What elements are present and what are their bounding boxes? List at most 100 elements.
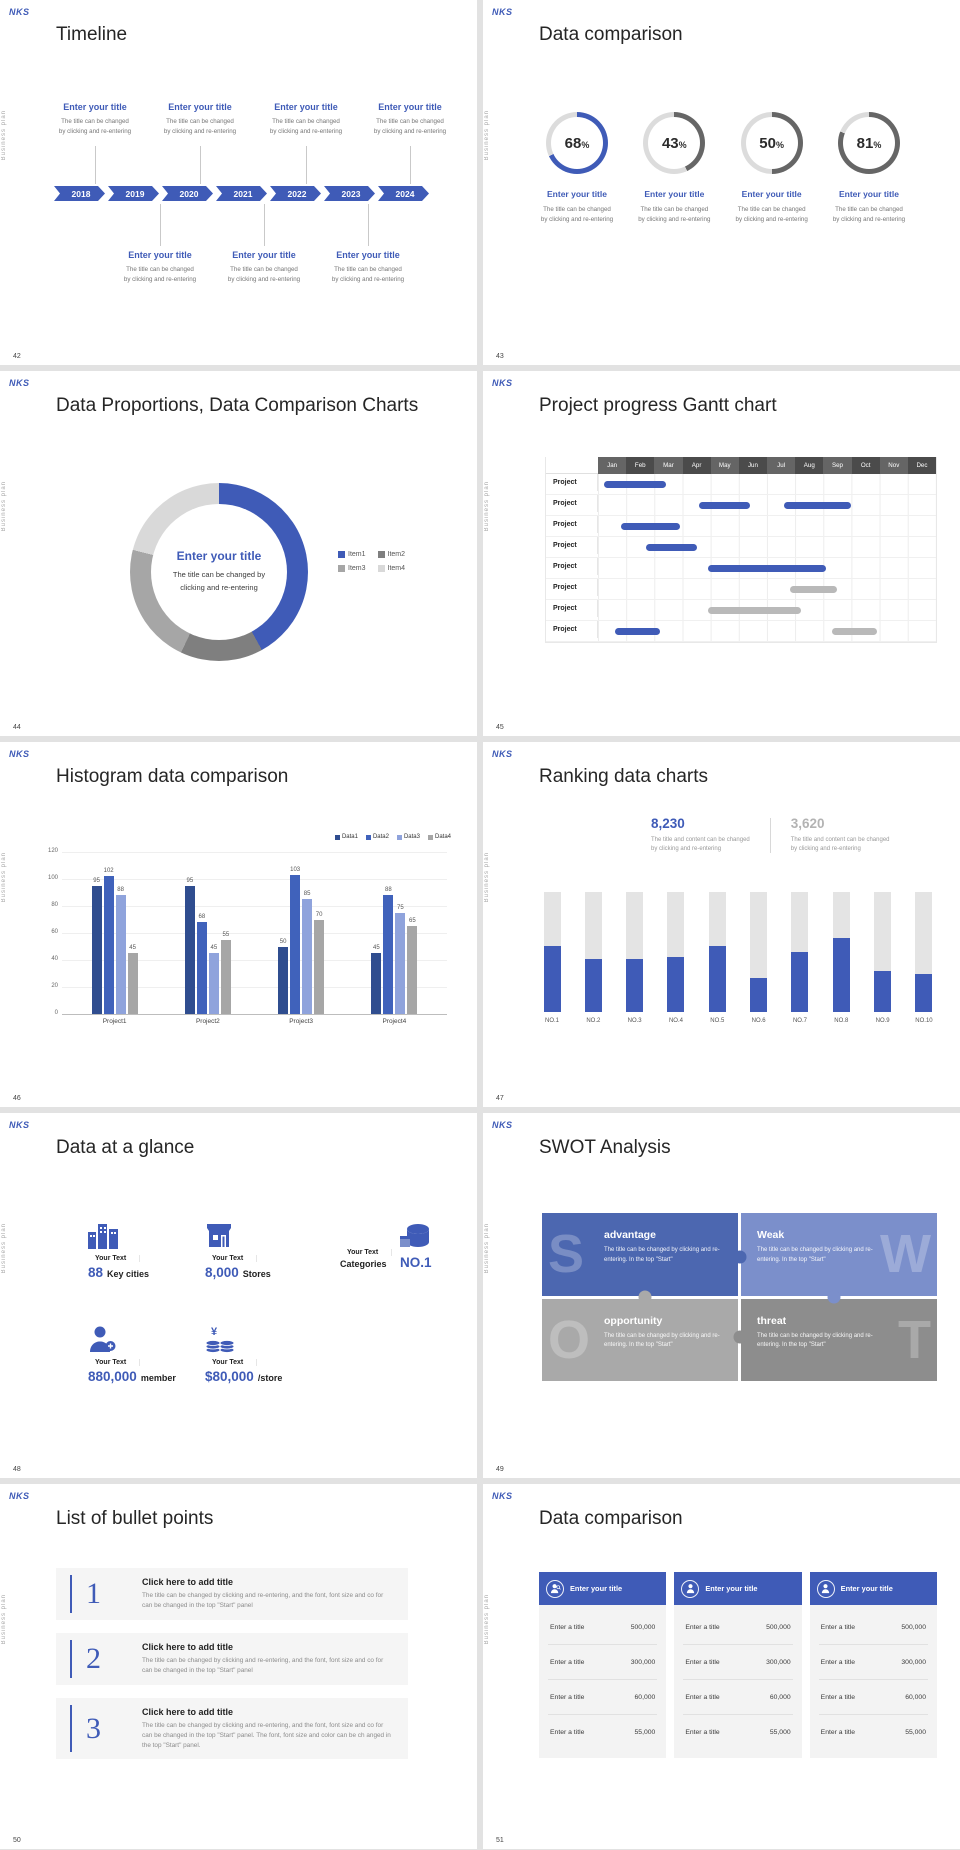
slide-number: 47: [496, 1095, 504, 1102]
side-label: Business plan: [484, 1223, 490, 1274]
ranking-bars: NO.1 NO.2 NO.3 NO.4 NO.5 NO.6 NO.7 NO.8 NO.9 NO.1…: [539, 892, 937, 1024]
rank-column: NO.3: [622, 892, 648, 1024]
card-body: Enter a title 500,000 Enter a title 300,000…: [810, 1605, 937, 1758]
connector-line: [160, 204, 161, 246]
page-title: SWOT Analysis: [539, 1137, 671, 1158]
rank-track: [791, 892, 809, 1012]
entry-desc: by clicking and re-entering: [373, 127, 447, 135]
bar-value-label: 70: [315, 911, 323, 918]
swot-title: advantage: [604, 1229, 656, 1241]
gantt-track: [598, 600, 936, 620]
stat-items: Your Text 88 Key cities Your Text 8,000 Store…: [0, 1113, 477, 1478]
bar-value-label: 45: [129, 945, 136, 952]
gantt-track: [598, 579, 936, 599]
timeline-year: 2023: [324, 186, 375, 201]
card-row: Enter a title 300,000: [683, 1645, 793, 1680]
rank-fill: [915, 973, 933, 1012]
stat-line: 880,000 member: [88, 1369, 213, 1384]
slide-47-ranking[interactable]: NKS Business plan Ranking data charts 8,…: [483, 742, 960, 1107]
swot-title: opportunity: [604, 1314, 663, 1327]
bar-value-label: 88: [385, 887, 392, 894]
y-tick-label: 60: [51, 929, 58, 935]
bar-value-label: 55: [222, 931, 230, 938]
entry-title: Enter your title: [128, 250, 192, 260]
bar-value-label: 45: [373, 945, 380, 952]
legend-swatch: [338, 551, 345, 558]
chart-legend: Item1 Item2 Item3 Item4: [338, 551, 405, 572]
legend-item: Item1: [338, 551, 366, 558]
user-search-white-icon: [546, 1579, 564, 1598]
swot-text: Weak The title can be changed by clicking…: [757, 1229, 881, 1265]
stat-item: Your Text Categories NO.1: [340, 1219, 474, 1270]
slide-51-data-comparison-cards[interactable]: NKS Business plan Data comparison Enter …: [483, 1484, 960, 1849]
gantt-row: Project: [546, 516, 936, 537]
bar-chart: 120 100 80 60 40 20 0 95 102 88 45 95 68 45 55 50 103 85…: [48, 848, 447, 1016]
slide-42-timeline[interactable]: NKS Business plan Timeline 2018 2019 2020 2…: [0, 0, 477, 365]
stat-text-col: Your Text Categories: [340, 1249, 392, 1270]
side-label: Business plan: [1, 1594, 7, 1645]
store-icon: [205, 1219, 330, 1249]
bar: 45: [127, 945, 138, 1014]
bullet-title: Click here to add title: [142, 1641, 234, 1652]
stat-line: 8,000 Stores: [205, 1265, 330, 1280]
slide-44-data-proportions[interactable]: NKS Business plan Data Proportions, Data…: [0, 371, 477, 736]
rank-fill: [543, 946, 561, 1012]
card-row: Enter a title 300,000: [818, 1645, 928, 1680]
member-icon: [88, 1323, 213, 1353]
slide-number: 49: [496, 1466, 504, 1473]
watermark-letter: O: [548, 1309, 591, 1370]
bar: 95: [91, 878, 102, 1014]
brand-logo: NKS: [9, 749, 30, 759]
row-label: Enter a title: [820, 1728, 856, 1736]
rank-label: NO.2: [586, 1018, 601, 1024]
bar-value-label: 88: [117, 887, 124, 894]
swot-text: threat The title can be changed by clicki…: [757, 1315, 881, 1351]
donut-title: Enter your title: [547, 189, 607, 199]
gantt-bar: [789, 586, 838, 593]
gantt-row: Project: [546, 579, 936, 600]
entry-title: Enter your title: [232, 250, 296, 260]
stat-desc: The title and content can be changed: [790, 837, 890, 843]
donut-ring: 81%: [837, 112, 900, 174]
donut-gauge: 50% Enter your title The title can be chan…: [728, 112, 816, 225]
card-title: Enter your title: [840, 1584, 893, 1593]
gridline: [62, 879, 447, 880]
donut-center-desc: clicking and re-entering: [180, 583, 258, 592]
connector-line: [95, 146, 96, 184]
rank-label: NO.7: [792, 1018, 807, 1024]
gantt-row: Project: [546, 537, 936, 558]
entry-desc: by clicking and re-entering: [123, 275, 197, 283]
bar: 50: [278, 939, 289, 1014]
row-value: 500,000: [766, 1623, 791, 1631]
stat-caption: /store: [257, 1373, 283, 1383]
x-axis-labels: Project1 Project2 Project3 Project4: [62, 1018, 447, 1025]
slide-46-histogram[interactable]: NKS Business plan Histogram data compari…: [0, 742, 477, 1107]
side-label: Business plan: [1, 481, 7, 532]
donut-chart: Enter your title The title can be change…: [130, 483, 308, 661]
rank-column: NO.6: [746, 892, 772, 1024]
rank-track: [915, 892, 933, 1012]
bullet-list: 1 Click here to add title The title can be…: [56, 1568, 408, 1772]
slide-50-bullet-points[interactable]: NKS Business plan List of bullet points …: [0, 1484, 477, 1849]
gantt-bar: [614, 628, 660, 635]
swot-desc: The title can be changed by clicking and…: [757, 1332, 873, 1349]
connector-line: [200, 146, 201, 184]
bullet-item: 1 Click here to add title The title can be…: [56, 1568, 408, 1620]
bar: 75: [395, 905, 406, 1014]
gantt-track: [598, 516, 936, 536]
row-value: 60,000: [905, 1693, 926, 1701]
gantt-month: Jun: [738, 457, 768, 474]
brand-logo: NKS: [492, 7, 513, 17]
slide-48-data-at-a-glance[interactable]: NKS Business plan Data at a glance Your …: [0, 1113, 477, 1478]
slide-45-gantt[interactable]: NKS Business plan Project progress Gantt…: [483, 371, 960, 736]
donut-desc: The title can be changed: [835, 206, 903, 213]
gridline: [62, 960, 447, 961]
bar-value-label: 95: [186, 877, 194, 884]
brand-logo: NKS: [492, 749, 513, 759]
rank-track: [874, 892, 892, 1012]
card-row: Enter a title 60,000: [818, 1680, 928, 1715]
slide-43-data-comparison[interactable]: NKS Business plan Data comparison 68% Ent…: [483, 0, 960, 365]
legend-item: Data4: [427, 834, 451, 840]
y-tick-label: 20: [51, 983, 58, 989]
